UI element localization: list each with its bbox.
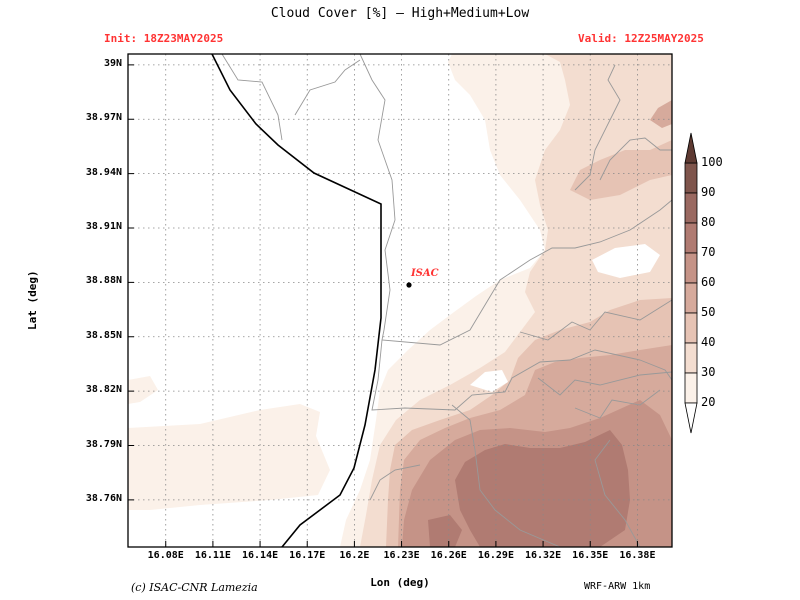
colorbar-level-label: 60 bbox=[701, 275, 716, 289]
lon-tick-label: 16.29E bbox=[477, 550, 514, 561]
plot-frame bbox=[127, 53, 673, 548]
colorbar-level-label: 100 bbox=[701, 155, 723, 169]
lat-tick-label: 38.76N bbox=[85, 492, 122, 504]
colorbar-level-label: 20 bbox=[701, 395, 716, 409]
colorbar-segment bbox=[684, 372, 698, 404]
clear-hole-east bbox=[592, 244, 660, 278]
colorbar-level-label: 90 bbox=[701, 185, 716, 199]
x-axis-label: Lon (deg) bbox=[370, 576, 430, 589]
lon-tick-label: 16.08E bbox=[147, 550, 184, 561]
lon-tick-label: 16.35E bbox=[572, 550, 609, 561]
lat-tick-label: 38.85N bbox=[85, 329, 122, 341]
lon-tick-label: 16.32E bbox=[525, 550, 562, 561]
colorbar-bottom-arrow bbox=[684, 402, 698, 434]
axis-ticks bbox=[128, 64, 638, 547]
cloud-band-70 bbox=[455, 430, 630, 547]
colorbar-segment bbox=[684, 312, 698, 344]
colorbar-segment bbox=[684, 342, 698, 374]
model-text: WRF-ARW 1km bbox=[584, 581, 651, 592]
lon-tick-label: 16.14E bbox=[242, 550, 279, 561]
boundary-line bbox=[537, 371, 672, 396]
colorbar-segment bbox=[684, 162, 698, 194]
lon-tick-label: 16.38E bbox=[619, 550, 656, 561]
lat-tick-label: 38.82N bbox=[85, 384, 122, 396]
lon-tick-label: 16.2E bbox=[339, 550, 370, 561]
lat-tick-label: 38.97N bbox=[85, 112, 122, 124]
cloud-field bbox=[128, 54, 672, 547]
lat-tick-label: 38.94N bbox=[85, 166, 122, 178]
boundary-line bbox=[221, 54, 283, 141]
credit-text: (c) ISAC-CNR Lamezia bbox=[131, 581, 258, 594]
coastline bbox=[211, 54, 382, 547]
boundary-line bbox=[594, 439, 641, 547]
init-time: Init: 18Z23MAY2025 bbox=[104, 32, 224, 45]
boundary-line bbox=[369, 464, 421, 501]
coastline-path bbox=[211, 54, 382, 547]
boundary-line bbox=[574, 389, 661, 419]
boundary-line bbox=[294, 59, 361, 116]
colorbar-level-label: 70 bbox=[701, 245, 716, 259]
valid-time: Valid: 12Z25MAY2025 bbox=[578, 32, 704, 45]
lon-tick-label: 16.17E bbox=[289, 550, 326, 561]
lon-tick-label: 16.26E bbox=[430, 550, 467, 561]
boundary-line bbox=[599, 137, 672, 181]
cloud-patch-west bbox=[128, 376, 158, 404]
lon-tick-label: 16.11E bbox=[194, 550, 231, 561]
colorbar-segment bbox=[684, 192, 698, 224]
lat-tick-label: 39N bbox=[103, 57, 122, 69]
clear-hole-mid bbox=[470, 370, 508, 392]
y-axis-label: Lat (deg) bbox=[26, 270, 39, 330]
lat-tick-label: 38.91N bbox=[85, 221, 122, 232]
colorbar-segment bbox=[684, 222, 698, 254]
isac-station-marker bbox=[406, 282, 412, 288]
cloud-band-40 bbox=[570, 140, 672, 200]
cloud-band-70b bbox=[428, 515, 462, 547]
colorbar-level-label: 80 bbox=[701, 215, 716, 229]
lon-tick-label: 16.23E bbox=[383, 550, 420, 561]
colorbar-top-arrow bbox=[684, 132, 698, 164]
boundary-line bbox=[519, 299, 672, 341]
cloud-spot-ne bbox=[650, 100, 672, 128]
boundary-line bbox=[359, 54, 672, 346]
colorbar-segment bbox=[684, 282, 698, 314]
isac-label: ISAC bbox=[411, 268, 439, 279]
colorbar-level-label: 30 bbox=[701, 365, 716, 379]
boundary-line bbox=[371, 339, 672, 411]
colorbar-segment bbox=[684, 252, 698, 284]
lat-tick-label: 38.88N bbox=[85, 275, 122, 287]
colorbar bbox=[684, 132, 698, 434]
admin-boundaries bbox=[221, 54, 672, 547]
colorbar-level-label: 50 bbox=[701, 305, 716, 319]
lat-tick-label: 38.79N bbox=[85, 438, 122, 450]
chart-title: Cloud Cover [%] — High+Medium+Low bbox=[270, 6, 530, 21]
cloud-patch-southwest bbox=[128, 404, 330, 510]
colorbar-level-label: 40 bbox=[701, 335, 716, 349]
boundary-line bbox=[451, 404, 561, 547]
boundary-line bbox=[574, 64, 621, 191]
